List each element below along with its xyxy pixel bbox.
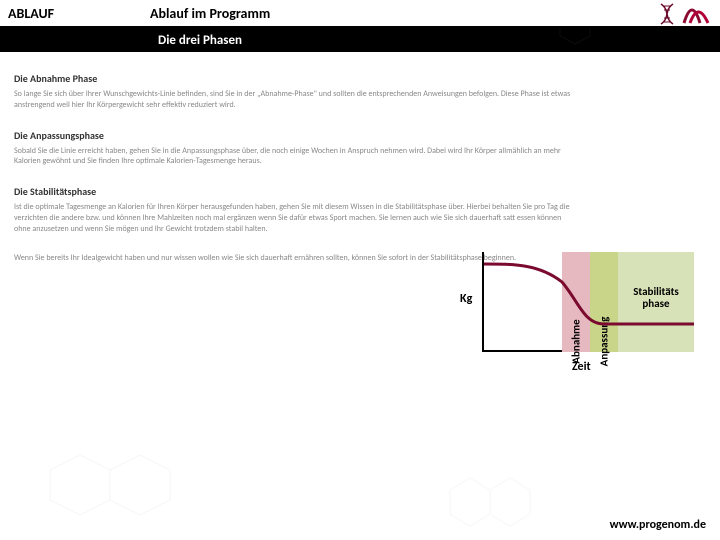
subheader-bar: Die drei Phasen bbox=[0, 28, 720, 52]
chart-y-label: Kg bbox=[460, 292, 472, 306]
phase-body: Sobald Sie die Linie erreicht haben, geh… bbox=[14, 146, 574, 168]
footer-url: www.progenom.de bbox=[610, 518, 706, 532]
phase-block-abnahme: Die Abnahme Phase So lange Sie sich über… bbox=[14, 72, 706, 111]
section-label: ABLAUF bbox=[0, 5, 150, 22]
content-area: Die Abnahme Phase So lange Sie sich über… bbox=[0, 52, 720, 263]
swoosh-icon bbox=[682, 3, 710, 25]
phase-block-anpassung: Die Anpassungsphase Sobald Sie die Linie… bbox=[14, 129, 706, 168]
phase-title: Die Anpassungsphase bbox=[14, 129, 706, 142]
header-bar: ABLAUF Ablauf im Programm bbox=[0, 0, 720, 28]
chart-plot-area: AbnahmeAnpassungStabilitätsphase bbox=[482, 252, 692, 352]
page-title: Ablauf im Programm bbox=[150, 5, 270, 22]
phase-body: Ist die optimale Tagesmenge an Kalorien … bbox=[14, 202, 574, 234]
phase-title: Die Abnahme Phase bbox=[14, 72, 706, 85]
chart-curve bbox=[484, 252, 694, 352]
phase-chart: Kg AbnahmeAnpassungStabilitätsphase Zeit bbox=[452, 252, 692, 372]
brand-logo bbox=[630, 2, 710, 26]
phase-title: Die Stabilitätsphase bbox=[14, 185, 706, 198]
dna-icon bbox=[658, 2, 676, 26]
chart-x-label: Zeit bbox=[572, 360, 591, 374]
phase-block-stabilitaet: Die Stabilitätsphase Ist die optimale Ta… bbox=[14, 185, 706, 234]
subheader-title: Die drei Phasen bbox=[158, 33, 242, 48]
phase-body: So lange Sie sich über Ihrer Wunschgewic… bbox=[14, 89, 574, 111]
